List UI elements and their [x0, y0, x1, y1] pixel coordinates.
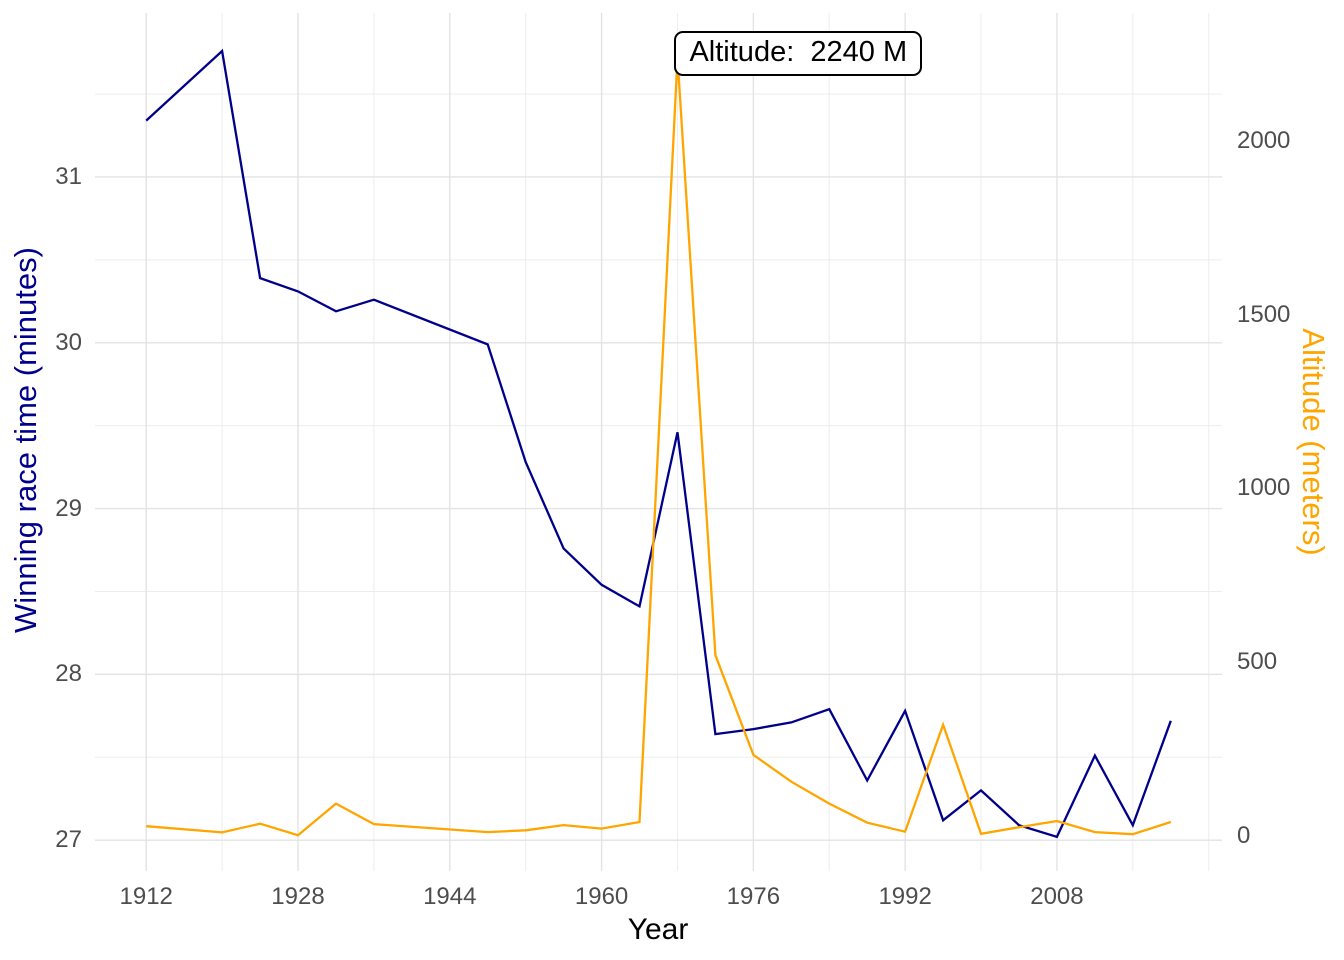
y-right-tick-label: 1000	[1237, 474, 1291, 502]
x-axis-title: Year	[627, 913, 689, 946]
y-left-tick-label: 28	[55, 660, 82, 688]
y-right-tick-label: 1500	[1237, 300, 1291, 328]
y-left-tick-label: 27	[55, 826, 82, 854]
y-left-tick-label: 30	[55, 328, 82, 356]
y-left-tick-label: 29	[55, 494, 82, 522]
x-tick-label: 1992	[878, 883, 932, 910]
altitude-line	[146, 57, 1172, 837]
altitude-annotation-label: Altitude: 2240 M	[674, 31, 923, 76]
y-right-tick-label: 0	[1237, 821, 1251, 849]
x-tick-label: 1944	[423, 883, 477, 910]
y-right-tick-label: 2000	[1237, 126, 1291, 154]
race-time-line	[145, 48, 1172, 839]
right-axis-title: Altitude (meters)	[1296, 328, 1331, 556]
x-tick-label: 1912	[119, 883, 173, 910]
y-left-tick-label: 31	[55, 162, 82, 190]
x-tick-label: 2008	[1030, 883, 1084, 910]
x-tick-label: 1928	[271, 883, 325, 910]
x-tick-label: 1976	[726, 883, 781, 910]
x-tick-label: 1960	[574, 883, 629, 910]
left-axis-title: Winning race time (minutes)	[8, 247, 43, 633]
y-right-tick-label: 500	[1237, 648, 1278, 676]
